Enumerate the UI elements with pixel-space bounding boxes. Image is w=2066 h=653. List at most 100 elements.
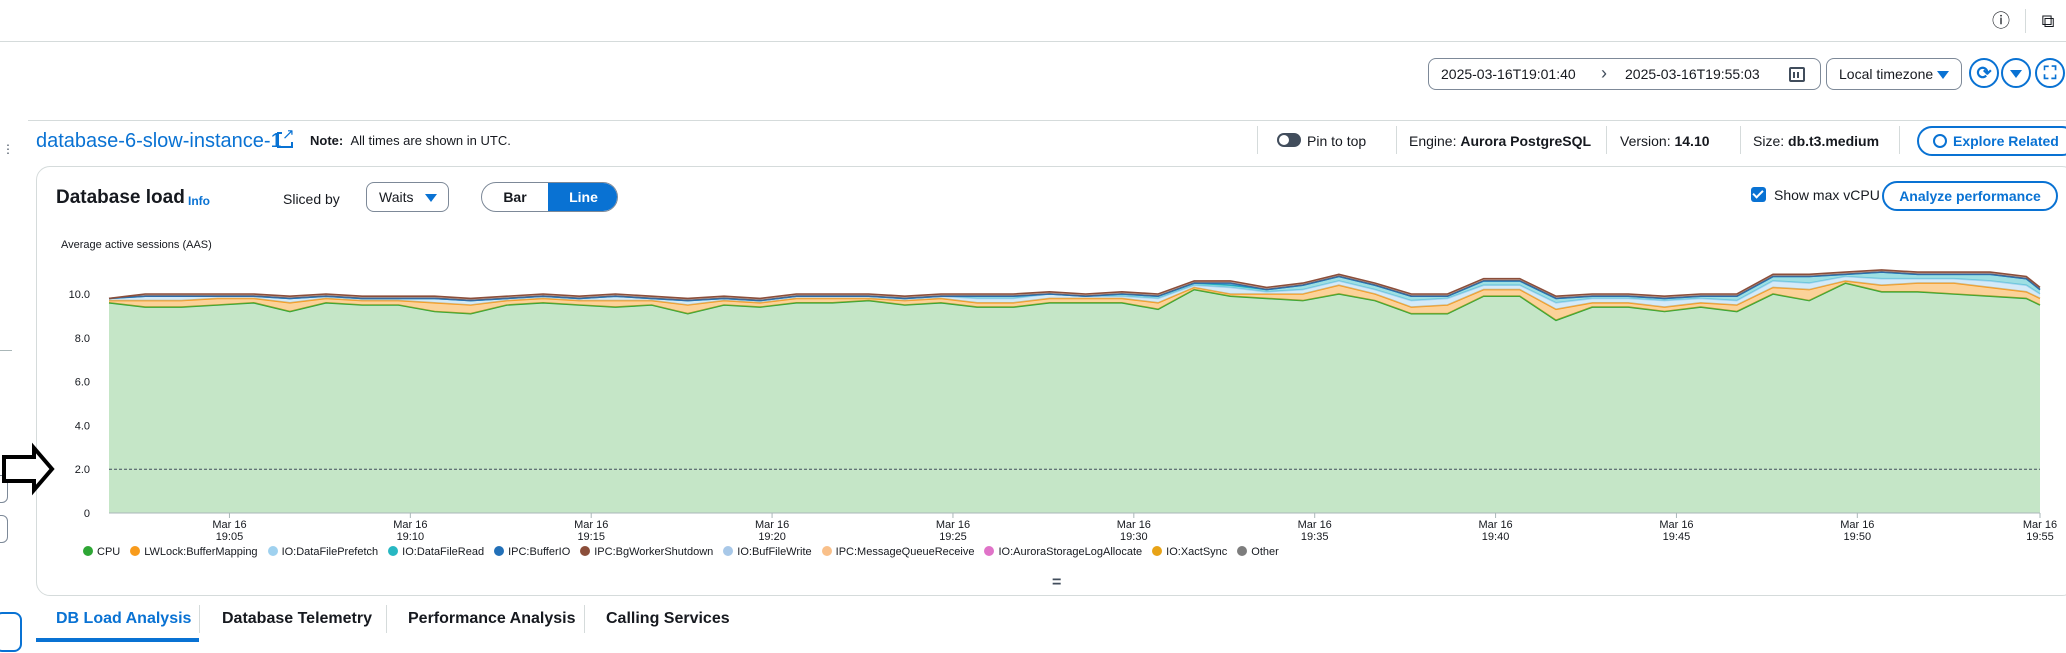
x-tick-label: Mar 16 [1659,519,1693,531]
x-tick-label: Mar 16 [1298,519,1332,531]
left-edge-mark: ⋮ [2,142,14,156]
timezone-value: Local timezone [1839,66,1934,82]
active-tab-indicator [36,638,199,642]
explore-related-button[interactable]: Explore Related [1917,126,2066,156]
y-tick-label: 6.0 [75,377,90,389]
sliced-by-select[interactable]: Waits [366,182,449,212]
header-divider [1740,126,1741,154]
sliced-by-label: Sliced by [283,191,340,207]
x-tick-label: 19:10 [397,531,425,543]
calendar-icon[interactable] [1789,67,1805,82]
size-label: Size: [1753,133,1785,149]
x-tick-label: Mar 16 [1117,519,1151,531]
fullscreen-button[interactable]: ⛶ [2035,58,2065,88]
size-info: Size: db.t3.medium [1753,133,1879,149]
legend-item[interactable]: IPC:MessageQueueReceive [821,546,974,558]
version-info: Version: 14.10 [1620,133,1710,149]
refresh-button[interactable]: ⟳ [1969,58,1999,88]
tab-db-load-analysis[interactable]: DB Load Analysis [56,610,192,627]
series-area-io-datafileread [109,272,2040,303]
x-tick-label: Mar 16 [2023,519,2057,531]
timezone-select[interactable]: Local timezone [1826,58,1962,90]
resize-handle-icon[interactable]: = [1052,574,1062,591]
x-tick-label: Mar 16 [936,519,970,531]
series-line-lwlock-buffermapping [109,280,2041,311]
x-tick-label: 19:20 [758,531,786,543]
external-link-icon[interactable] [277,128,295,148]
date-range-start: 2025-03-16T19:01:40 [1441,66,1576,82]
x-tick-label: Mar 16 [755,519,789,531]
compass-icon [1933,134,1947,148]
x-tick-label: Mar 16 [1478,519,1512,531]
instance-name-link[interactable]: database-6-slow-instance-1 [36,130,282,152]
pin-to-top-label: Pin to top [1307,133,1367,149]
version-label: Version: [1620,133,1671,149]
legend-swatch [494,546,505,556]
engine-label: Engine: [1409,133,1457,149]
left-collapsed-control[interactable] [0,612,22,652]
pin-to-top-toggle[interactable] [1277,133,1301,147]
chart-type-toggle: Bar Line [481,182,618,212]
show-max-vcpu-checkbox[interactable] [1751,187,1766,202]
tab-divider [199,605,200,633]
info-circle-icon[interactable]: ⓘ [1992,11,2010,31]
x-tick-label: 19:45 [1663,531,1691,543]
legend-label: IO:AuroraStorageLogAllocate [998,546,1143,558]
legend-swatch [267,546,278,556]
x-tick-label: 19:05 [216,531,244,543]
series-area-lwlock-buffermapping [109,280,2040,321]
series-line-ipc-bgworkershutdown [108,269,2041,300]
legend-item[interactable]: IO:XactSync [1152,546,1227,558]
tab-performance-analysis[interactable]: Performance Analysis [408,610,576,627]
legend-label: IO:BufFileWrite [737,546,812,558]
left-collapsed-control[interactable] [0,515,8,543]
tab-calling-services[interactable]: Calling Services [606,610,730,627]
legend-item[interactable]: CPU [83,546,120,558]
x-tick-label: 19:25 [939,531,967,543]
legend-label: IPC:BgWorkerShutdown [594,546,714,558]
legend-label: IO:XactSync [1166,546,1228,558]
date-range-picker[interactable]: 2025-03-16T19:01:40 › 2025-03-16T19:55:0… [1428,58,1821,90]
series-line-cpu [108,282,2041,322]
series-area-io-datafileprefetch [109,276,2040,310]
legend-item[interactable]: IO:BufFileWrite [723,546,812,558]
legend-item[interactable]: Other [1237,546,1279,558]
x-tick-label: 19:35 [1301,531,1329,543]
note-label: Note: [310,133,344,148]
x-tick-label: Mar 16 [212,519,246,531]
instance-panel [28,120,2066,600]
legend-label: CPU [97,546,121,558]
legend-swatch [130,546,141,556]
legend-item[interactable]: LWLock:BufferMapping [130,546,258,558]
x-tick-label: Mar 16 [1840,519,1874,531]
series-area-cpu [109,283,2040,513]
line-option[interactable]: Line [548,183,617,211]
legend-item[interactable]: IO:AuroraStorageLogAllocate [984,546,1142,558]
legend-item[interactable]: IO:DataFilePrefetch [267,546,378,558]
x-tick-label: 19:40 [1482,531,1510,543]
x-tick-label: 19:15 [577,531,605,543]
y-axis-label: Average active sessions (AAS) [61,239,212,251]
legend-item[interactable]: IO:DataFileRead [388,546,484,558]
bar-option[interactable]: Bar [503,189,527,205]
legend-swatch [984,546,995,556]
header-divider [1606,126,1607,154]
series-line-ipc-bufferio [108,271,2041,302]
legend-swatch [1152,546,1163,556]
legend-swatch [1237,546,1248,556]
legend-item[interactable]: IPC:BgWorkerShutdown [580,546,713,558]
database-load-title: Database load [56,187,185,208]
refresh-options-button[interactable] [2001,58,2031,88]
legend-swatch [821,546,832,556]
date-range-end: 2025-03-16T19:55:03 [1625,66,1760,82]
analyze-performance-button[interactable]: Analyze performance [1882,181,2058,211]
version-value: 14.10 [1674,133,1710,149]
tab-database-telemetry[interactable]: Database Telemetry [222,610,372,627]
external-panel-icon[interactable]: ⧉ [2041,11,2055,31]
legend-item[interactable]: IPC:BufferIO [494,546,570,558]
info-link[interactable]: Info [188,194,210,208]
top-bar: ⓘ ⧉ [0,0,2066,42]
chart-legend: CPU LWLock:BufferMapping IO:DataFilePrefet… [83,546,1289,558]
caret-down-icon [2010,70,2022,78]
